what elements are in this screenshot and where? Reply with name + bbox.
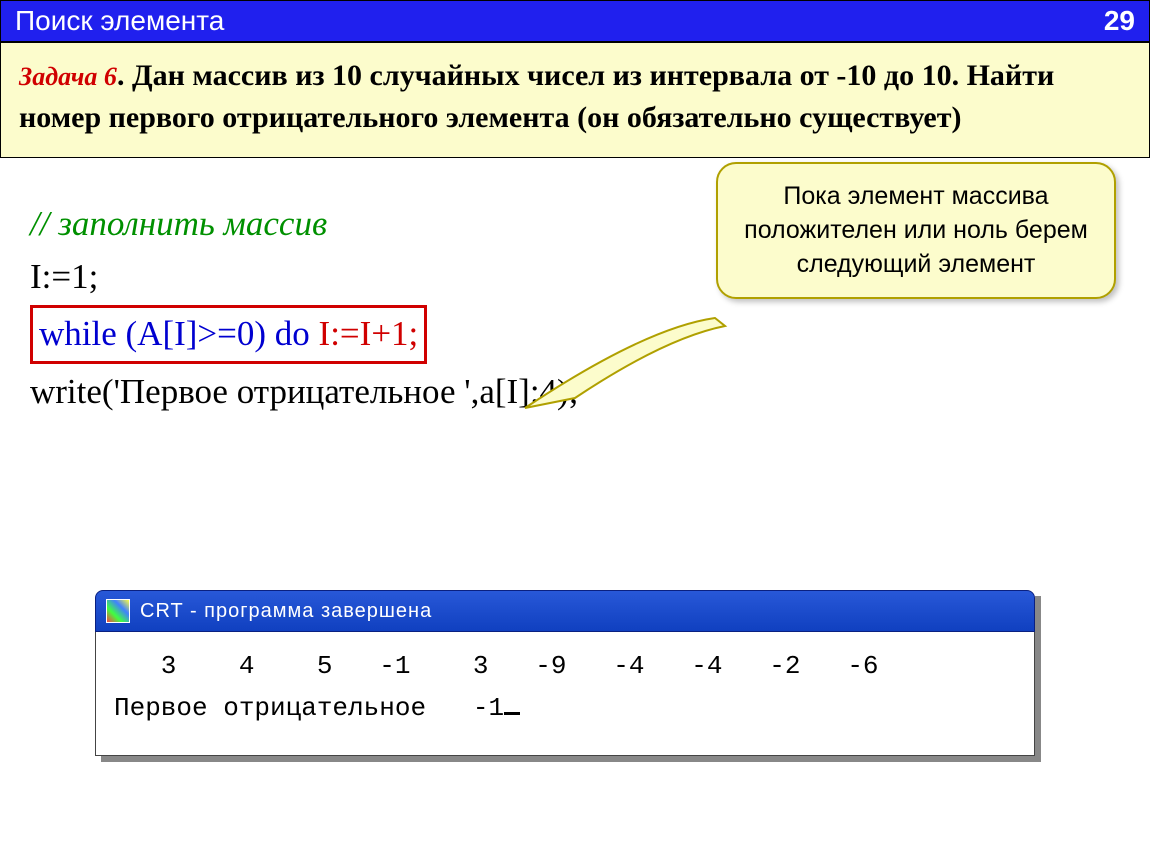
console-result-value: -1 [473, 693, 504, 723]
task-box: Задача 6. Дан массив из 10 случайных чис… [0, 42, 1150, 158]
main-content: Пока элемент массива положителен или нол… [0, 158, 1150, 418]
callout-bubble: Пока элемент массива положителен или нол… [716, 162, 1116, 299]
write-string: 'Первое отрицательное ' [114, 372, 471, 411]
write-post: ,a[I]:4); [471, 372, 579, 411]
while-condition: (A[I]>=0) [126, 314, 275, 353]
while-highlight-box: while (A[I]>=0) do I:=I+1; [30, 305, 427, 364]
write-pre: write( [30, 372, 114, 411]
console-cursor [504, 712, 520, 715]
console-result-label: Первое отрицательное [114, 693, 473, 723]
code-line-write: write('Первое отрицательное ',a[I]:4); [30, 366, 1120, 419]
increment: I:=I+1; [319, 314, 419, 353]
slide-number: 29 [1104, 5, 1135, 37]
slide-title: Поиск элемента [15, 5, 224, 37]
task-text: . Дан массив из 10 случайных чисел из ин… [19, 59, 1054, 134]
while-keyword: while [39, 314, 126, 353]
do-keyword: do [275, 314, 319, 353]
callout-text: Пока элемент массива положителен или нол… [744, 182, 1088, 278]
task-label: Задача 6 [19, 62, 117, 91]
console-titlebar: CRT - программа завершена [95, 590, 1035, 632]
console-window: CRT - программа завершена 3 4 5 -1 3 -9 … [95, 590, 1035, 756]
console-icon [106, 599, 130, 623]
console-body: 3 4 5 -1 3 -9 -4 -4 -2 -6 Первое отрицат… [95, 632, 1035, 756]
console-array-row: 3 4 5 -1 3 -9 -4 -4 -2 -6 [114, 651, 879, 681]
slide-header: Поиск элемента 29 [0, 0, 1150, 42]
code-line-while: while (A[I]>=0) do I:=I+1; [30, 303, 1120, 366]
console-title: CRT - программа завершена [140, 600, 432, 623]
